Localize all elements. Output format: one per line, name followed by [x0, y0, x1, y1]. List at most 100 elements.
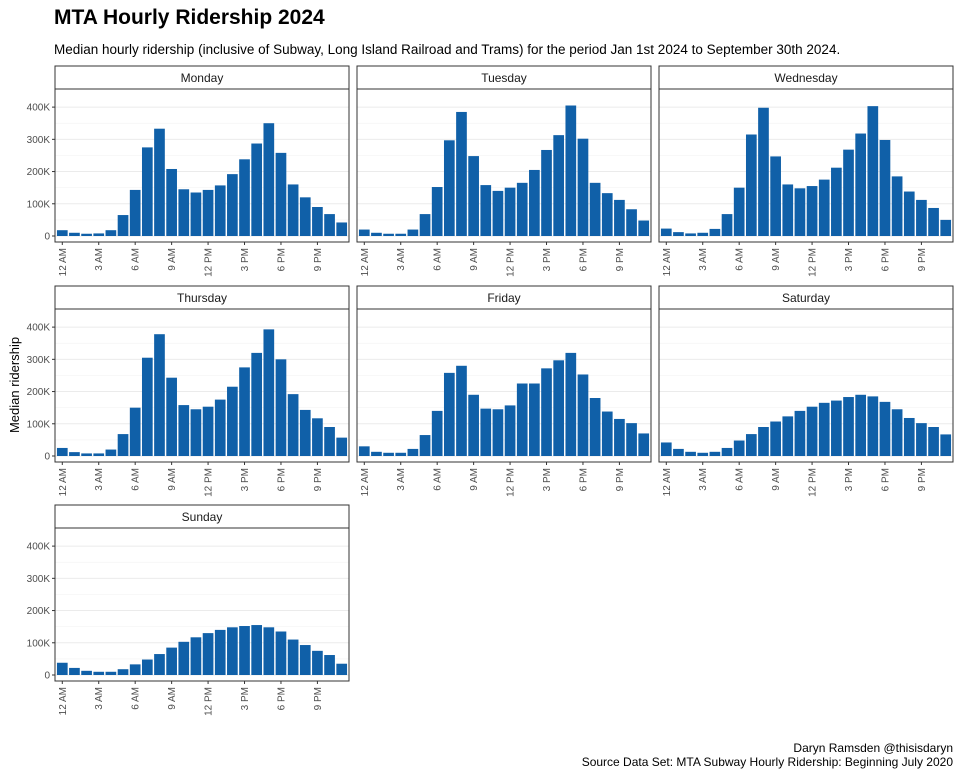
x-tick-label: 3 AM [698, 468, 709, 491]
bar-saturday-hour-21 [916, 423, 927, 456]
x-tick-label: 3 AM [94, 468, 105, 491]
bar-sunday-hour-1 [69, 667, 80, 675]
y-tick-label: 300K [27, 574, 51, 585]
facet-label-thursday: Thursday [177, 291, 227, 305]
bar-friday-hour-5 [419, 435, 431, 456]
bar-wednesday-hour-19 [891, 176, 903, 236]
bar-wednesday-hour-8 [758, 107, 769, 236]
bar-saturday-hour-22 [928, 427, 939, 456]
caption-author: Daryn Ramsden @thisisdaryn [793, 741, 953, 755]
bar-tuesday-hour-7 [443, 140, 455, 236]
bar-monday-hour-3 [93, 233, 105, 236]
x-tick-label: 3 PM [844, 248, 855, 271]
panel-border-sunday [54, 527, 350, 682]
y-tick-label: 0 [44, 232, 50, 243]
bar-friday-hour-16 [553, 360, 565, 456]
bar-wednesday-hour-7 [745, 134, 757, 236]
bar-tuesday-hour-10 [480, 185, 492, 236]
bar-sunday-hour-4 [105, 671, 117, 675]
x-tick-label: 3 PM [542, 248, 553, 271]
bar-sunday-hour-14 [227, 627, 238, 675]
bar-thursday-hour-18 [275, 359, 287, 456]
x-tick-label: 3 AM [698, 248, 709, 271]
bar-sunday-hour-13 [214, 629, 226, 675]
bar-sunday-hour-2 [81, 670, 92, 675]
x-tick-label: 3 PM [844, 468, 855, 491]
bar-saturday-hour-18 [879, 401, 891, 456]
x-tick-label: 3 AM [94, 687, 105, 710]
bar-thursday-hour-4 [105, 449, 117, 456]
y-tick-label: 300K [27, 135, 51, 146]
panel-border-wednesday [658, 88, 954, 243]
y-tick-label: 400K [27, 103, 51, 114]
bar-friday-hour-20 [601, 411, 613, 456]
bar-tuesday-hour-18 [577, 138, 589, 236]
bar-friday-hour-14 [529, 383, 540, 456]
x-tick-label: 12 AM [662, 248, 673, 276]
bar-friday-hour-21 [614, 418, 625, 456]
x-tick-label: 9 PM [615, 468, 626, 491]
bar-friday-hour-9 [468, 394, 479, 456]
panel-border-friday [356, 308, 652, 463]
bar-friday-hour-6 [431, 410, 443, 456]
facet-label-monday: Monday [181, 71, 224, 85]
facet-panel-tuesday: Tuesday 12 AM 3 AM 6 AM 9 AM 12 PM 3 PM 6 PM 9 P… [356, 65, 652, 277]
x-tick-label: 9 AM [469, 248, 480, 271]
bar-monday-hour-13 [214, 185, 226, 236]
y-tick-label: 200K [27, 167, 51, 178]
bar-wednesday-hour-18 [879, 139, 891, 236]
bar-tuesday-hour-11 [492, 190, 504, 236]
bar-thursday-hour-9 [166, 377, 177, 456]
x-tick-label: 6 AM [131, 687, 142, 710]
bar-saturday-hour-1 [673, 448, 684, 456]
x-tick-label: 9 AM [771, 468, 782, 491]
bar-friday-hour-10 [480, 408, 492, 456]
bar-monday-hour-12 [202, 189, 214, 236]
facet-panel-monday: Monday 0 100K 200K 300K 400K 12 AM 3 AM 6 AM 9 AM… [27, 65, 350, 277]
bar-friday-hour-17 [565, 352, 577, 456]
bar-sunday-hour-22 [324, 655, 335, 675]
bar-tuesday-hour-2 [383, 233, 394, 236]
bar-monday-hour-20 [299, 197, 311, 236]
bar-saturday-hour-13 [818, 402, 830, 456]
bar-tuesday-hour-6 [431, 187, 443, 236]
bar-saturday-hour-19 [891, 409, 903, 456]
bar-thursday-hour-11 [190, 409, 202, 456]
bar-saturday-hour-4 [709, 451, 721, 456]
bar-friday-hour-19 [589, 398, 601, 456]
y-axis-label: Median ridership [7, 337, 22, 433]
bar-saturday-hour-7 [745, 434, 757, 456]
bar-monday-hour-2 [81, 233, 92, 236]
bar-thursday-hour-22 [324, 427, 335, 456]
bar-saturday-hour-3 [697, 452, 709, 456]
x-tick-label: 6 PM [276, 248, 287, 271]
bar-friday-hour-22 [626, 423, 637, 456]
bar-tuesday-hour-9 [468, 156, 479, 236]
bar-wednesday-hour-14 [831, 167, 842, 236]
x-tick-label: 3 PM [542, 468, 553, 491]
bar-wednesday-hour-0 [660, 228, 672, 236]
bar-monday-hour-10 [178, 189, 190, 236]
bar-thursday-hour-15 [239, 367, 250, 456]
y-tick-label: 300K [27, 355, 51, 366]
x-tick-label: 3 AM [396, 248, 407, 271]
bar-thursday-hour-12 [202, 406, 214, 456]
x-tick-label: 9 AM [167, 687, 178, 710]
x-tick-label: 9 AM [167, 468, 178, 491]
bar-saturday-hour-12 [806, 406, 818, 456]
bar-friday-hour-18 [577, 374, 589, 456]
bar-thursday-hour-5 [117, 434, 129, 456]
bar-monday-hour-21 [312, 207, 323, 236]
bar-sunday-hour-15 [239, 626, 250, 675]
bar-saturday-hour-11 [794, 410, 806, 456]
x-tick-label: 6 AM [735, 248, 746, 271]
bar-thursday-hour-17 [263, 329, 275, 456]
bar-tuesday-hour-5 [419, 214, 431, 236]
chart-title: MTA Hourly Ridership 2024 [54, 6, 325, 29]
x-tick-label: 12 PM [808, 248, 819, 277]
bar-monday-hour-4 [105, 230, 117, 236]
bar-thursday-hour-21 [312, 418, 323, 456]
bar-monday-hour-18 [275, 152, 287, 236]
x-tick-label: 3 PM [240, 468, 251, 491]
x-tick-label: 6 AM [433, 248, 444, 271]
